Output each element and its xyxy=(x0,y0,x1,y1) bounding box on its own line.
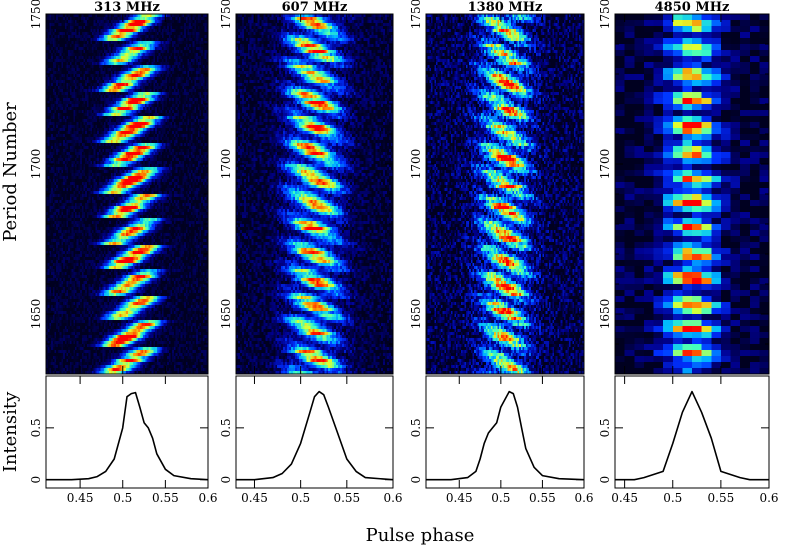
x-tick-label: 0.45 xyxy=(446,491,473,505)
panel-title: 313 MHz xyxy=(94,0,160,15)
panel-title: 1380 MHz xyxy=(468,0,543,15)
x-tick-label: 0.6 xyxy=(383,491,402,505)
y-axis-label-period-number: Period Number xyxy=(0,102,21,242)
y-tick-label: 1650 xyxy=(598,299,612,330)
heatmap-image xyxy=(236,14,393,374)
x-tick-label: 0.55 xyxy=(333,491,360,505)
panel-title: 4850 MHz xyxy=(655,0,730,15)
x-tick-label: 0.55 xyxy=(529,491,556,505)
x-tick-label: 0.45 xyxy=(611,491,638,505)
x-tick-label: 0.45 xyxy=(241,491,268,505)
profile-frame xyxy=(425,375,585,489)
x-tick-label: 0.5 xyxy=(663,491,682,505)
y-tick-label: 1700 xyxy=(409,149,423,180)
intensity-tick-label: 0.5 xyxy=(29,418,43,437)
x-tick-label: 0.55 xyxy=(708,491,735,505)
pulse-profile-line xyxy=(615,390,769,481)
profile-frame xyxy=(614,375,770,489)
x-axis-label-pulse-phase: Pulse phase xyxy=(366,525,475,545)
x-tick-label: 0.5 xyxy=(291,491,310,505)
pulse-profile-line xyxy=(426,390,585,481)
y-tick-label: 1650 xyxy=(219,299,233,330)
x-tick-label: 0.6 xyxy=(574,491,593,505)
profile-frame xyxy=(45,375,209,489)
panel-title: 607 MHz xyxy=(282,0,348,15)
pulse-profile-line xyxy=(236,390,394,481)
intensity-tick-label: 0 xyxy=(219,476,233,484)
y-tick-label: 1700 xyxy=(219,149,233,180)
heatmap-image xyxy=(46,14,208,374)
y-tick-label: 1650 xyxy=(409,299,423,330)
panel-4850mhz: 4850 MHz 1650 1700 1750 0 0.5 0.45 0.5 0.55 0.6 xyxy=(598,0,779,505)
y-tick-label: 1750 xyxy=(219,0,233,29)
heatmap-image xyxy=(615,14,769,374)
panel-313mhz: 313 MHz 1650 1700 1750 0 0.5 0.45 0.5 0.55 0.6 xyxy=(29,0,218,505)
intensity-tick-label: 0 xyxy=(409,476,423,484)
intensity-tick-label: 0 xyxy=(29,476,43,484)
x-tick-label: 0.45 xyxy=(67,491,94,505)
y-tick-label: 1750 xyxy=(409,0,423,29)
panel-607mhz: 607 MHz 1650 1700 1750 0 0.5 0.45 0.5 0.55 0.6 xyxy=(219,0,403,505)
y-axis-label-intensity: Intensity xyxy=(0,391,21,472)
y-tick-label: 1750 xyxy=(29,0,43,29)
y-tick-label: 1700 xyxy=(598,149,612,180)
x-tick-label: 0.6 xyxy=(759,491,778,505)
x-tick-label: 0.6 xyxy=(198,491,217,505)
pulse-profile-line xyxy=(46,391,209,481)
profile-frame xyxy=(235,375,394,489)
x-tick-label: 0.5 xyxy=(113,491,132,505)
panel-1380mhz: 1380 MHz 1650 1700 1750 0 0.5 0.45 0.5 0.55 0.6 xyxy=(409,0,594,505)
y-tick-label: 1650 xyxy=(29,299,43,330)
intensity-tick-label: 0 xyxy=(598,476,612,484)
intensity-tick-label: 0.5 xyxy=(598,418,612,437)
intensity-tick-label: 0.5 xyxy=(219,418,233,437)
heatmap-image xyxy=(426,14,584,374)
x-tick-label: 0.55 xyxy=(152,491,179,505)
x-tick-label: 0.5 xyxy=(491,491,510,505)
y-tick-label: 1700 xyxy=(29,149,43,180)
y-tick-label: 1750 xyxy=(598,0,612,29)
intensity-tick-label: 0.5 xyxy=(409,418,423,437)
